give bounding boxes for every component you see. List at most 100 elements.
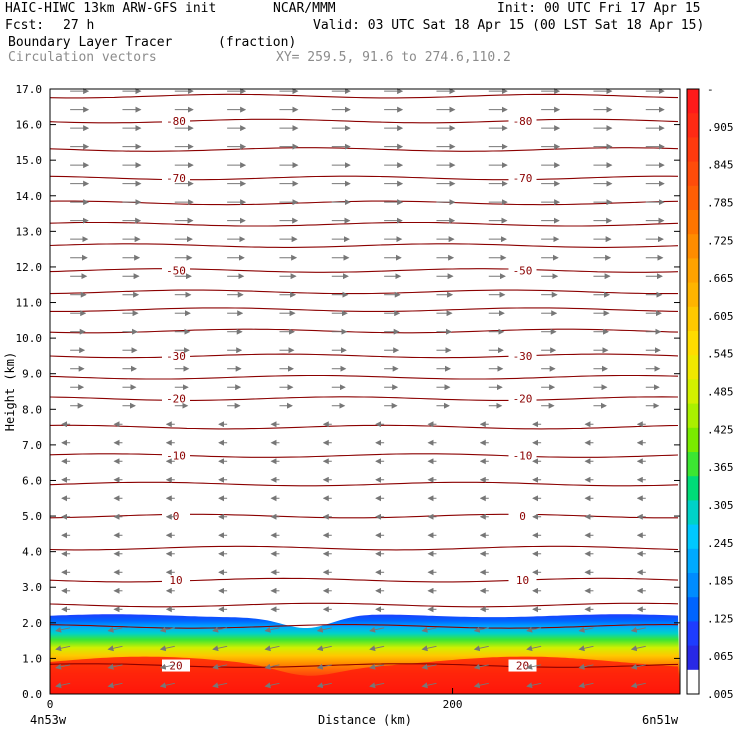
- wind-vector: [578, 645, 594, 652]
- x-tick-label: 0: [47, 698, 54, 711]
- wind-vector: [630, 626, 646, 633]
- wind-vector: [421, 663, 437, 670]
- wind-vector: [473, 645, 489, 652]
- colorbar-swatch: [687, 645, 699, 671]
- wind-vector: [212, 645, 228, 652]
- isotherm-line: [49, 221, 679, 227]
- colorbar-swatch: [687, 669, 699, 695]
- colorbar-swatch: [687, 234, 699, 259]
- isotherm-line: [50, 307, 679, 312]
- y-tick-label: 8.0: [22, 403, 42, 416]
- y-tick-label: 0.0: [22, 688, 42, 701]
- colorbar-swatch: [687, 476, 699, 501]
- wind-vector: [473, 663, 489, 670]
- isotherm-line: [49, 175, 679, 181]
- plot-frame: [49, 88, 681, 695]
- wind-vector: [526, 645, 542, 652]
- wind-vector: [55, 626, 71, 633]
- y-tick-label: 15.0: [16, 154, 43, 167]
- wind-vector: [264, 645, 280, 652]
- colorbar-label: .305: [707, 499, 734, 512]
- colorbar-label: .005: [707, 688, 734, 701]
- isotherm-label: 0: [173, 510, 180, 523]
- colorbar-swatch: [687, 161, 699, 187]
- wind-vector: [526, 682, 542, 689]
- isotherm-label-bg: [508, 171, 537, 184]
- isotherm-label: -10: [166, 450, 186, 463]
- colorbar-label: .425: [707, 423, 734, 436]
- colorbar-label: .545: [707, 348, 734, 361]
- colorbar-swatch: [687, 548, 699, 574]
- wind-vector: [264, 663, 280, 670]
- wind-vector: [107, 645, 123, 652]
- field-units: (fraction): [218, 35, 297, 50]
- y-tick-label: 13.0: [16, 225, 43, 238]
- y-tick-label: 7.0: [22, 439, 42, 452]
- isotherm-label-bg: [162, 574, 190, 587]
- isotherm-line: [49, 200, 679, 206]
- isotherm-label-bg: [162, 392, 190, 405]
- colorbar-swatch: [687, 331, 699, 356]
- colorbar-swatch: [687, 573, 699, 598]
- isotherm-label: 0: [519, 510, 526, 523]
- colorbar-label: .065: [707, 650, 734, 663]
- wind-vector: [578, 626, 594, 633]
- wind-vector: [473, 682, 489, 689]
- wind-vector: [526, 626, 542, 633]
- y-tick-label: 10.0: [16, 332, 43, 345]
- colorbar-label: .245: [707, 537, 734, 550]
- colorbar-swatch: [687, 258, 699, 284]
- y-tick-label: 6.0: [22, 474, 42, 487]
- y-tick-label: 3.0: [22, 581, 42, 594]
- isotherm-line: [49, 243, 679, 248]
- wind-vector: [107, 626, 123, 633]
- colorbar-label: .725: [707, 234, 734, 247]
- isotherm-line: [49, 663, 679, 668]
- isotherm-label-bg: [162, 264, 190, 277]
- colorbar-label: -: [707, 83, 714, 96]
- colorbar-swatch: [687, 524, 699, 550]
- isotherm-line: [49, 602, 679, 608]
- wind-vector: [212, 663, 228, 670]
- y-tick-label: 17.0: [16, 83, 43, 96]
- isotherm-line: [49, 624, 679, 629]
- isotherm-line: [49, 328, 679, 334]
- colorbar-label: .665: [707, 272, 734, 285]
- y-tick-label: 14.0: [16, 190, 43, 203]
- y-tick-label: 11.0: [16, 297, 43, 310]
- wind-vector: [369, 682, 385, 689]
- wind-vector: [421, 626, 437, 633]
- isotherm-line: [49, 353, 679, 359]
- isotherm-line: [49, 453, 679, 458]
- isotherm-line: [49, 289, 678, 295]
- colorbar-label: .485: [707, 386, 734, 399]
- colorbar-swatch: [687, 185, 699, 211]
- isotherm-label: -20: [513, 393, 533, 406]
- fcst-label: Fcst:: [5, 18, 45, 33]
- colorbar-swatch: [687, 282, 699, 308]
- wind-vector: [630, 682, 646, 689]
- wind-vector: [55, 645, 71, 652]
- colorbar-label: .905: [707, 121, 734, 134]
- isotherm-label-bg: [162, 659, 190, 672]
- wind-vector: [630, 645, 646, 652]
- isotherm-line: [49, 93, 679, 99]
- colorbar-swatch: [687, 452, 699, 477]
- wind-vector: [159, 645, 175, 652]
- colorbar-label: .785: [707, 196, 734, 209]
- wind-vector: [264, 682, 280, 689]
- wind-vector: [421, 645, 437, 652]
- fcst-value: 27 h: [63, 18, 95, 33]
- isotherm-label-bg: [508, 115, 537, 128]
- xy-coords: XY= 259.5, 91.6 to 274.6,110.2: [276, 50, 511, 65]
- wind-vector: [55, 663, 71, 670]
- wind-vector: [107, 663, 123, 670]
- isotherm-line: [49, 396, 679, 401]
- wind-vector: [369, 663, 385, 670]
- wind-vector: [159, 663, 175, 670]
- wind-vector: [578, 663, 594, 670]
- y-tick-label: 4.0: [22, 546, 42, 559]
- org-label: NCAR/MMM: [273, 1, 336, 16]
- isotherm-label: 20: [169, 660, 182, 673]
- wind-vector: [473, 626, 489, 633]
